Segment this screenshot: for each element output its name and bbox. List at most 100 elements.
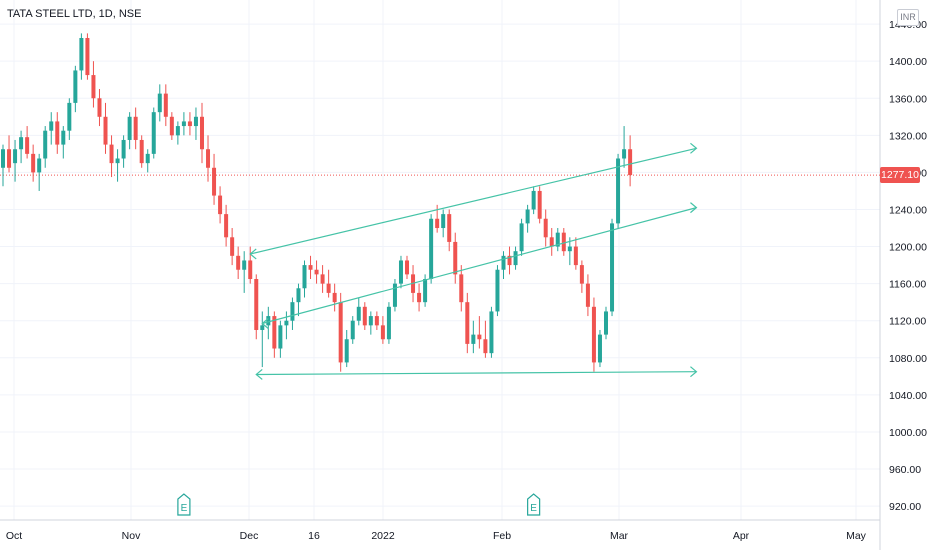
candle-body[interactable] bbox=[278, 325, 283, 349]
candle-body[interactable] bbox=[616, 158, 621, 224]
candle-body[interactable] bbox=[13, 149, 18, 164]
candle-body[interactable] bbox=[19, 137, 24, 150]
candle-body[interactable] bbox=[531, 190, 536, 210]
candle-body[interactable] bbox=[386, 306, 391, 340]
candle-body[interactable] bbox=[181, 121, 186, 127]
candle-body[interactable] bbox=[453, 241, 458, 275]
candle-body[interactable] bbox=[501, 255, 506, 270]
candle-body[interactable] bbox=[483, 339, 488, 354]
candle-body[interactable] bbox=[91, 75, 96, 99]
candle-body[interactable] bbox=[405, 260, 410, 275]
candle-body[interactable] bbox=[314, 269, 319, 275]
candle-body[interactable] bbox=[79, 38, 84, 71]
candle-body[interactable] bbox=[417, 292, 422, 303]
candle-body[interactable] bbox=[597, 334, 602, 363]
candle-body[interactable] bbox=[519, 223, 524, 252]
candle-body[interactable] bbox=[260, 325, 265, 330]
candle-body[interactable] bbox=[133, 116, 138, 140]
candle-body[interactable] bbox=[248, 260, 253, 280]
candle-body[interactable] bbox=[326, 283, 331, 293]
candle-body[interactable] bbox=[423, 279, 428, 303]
candle-body[interactable] bbox=[573, 246, 578, 266]
candle-body[interactable] bbox=[163, 93, 168, 117]
trendline-lower-channel[interactable] bbox=[262, 207, 697, 325]
candle-body[interactable] bbox=[199, 116, 204, 150]
candle-body[interactable] bbox=[212, 167, 217, 196]
candle-body[interactable] bbox=[49, 121, 54, 131]
candle-body[interactable] bbox=[628, 149, 633, 176]
candle-body[interactable] bbox=[591, 306, 596, 363]
candle-body[interactable] bbox=[85, 38, 90, 76]
candle-body[interactable] bbox=[555, 232, 560, 247]
candle-body[interactable] bbox=[151, 112, 156, 154]
candle-body[interactable] bbox=[308, 265, 313, 270]
candle-body[interactable] bbox=[610, 223, 615, 312]
candle-body[interactable] bbox=[7, 149, 12, 168]
candle-body[interactable] bbox=[477, 334, 482, 340]
candle-body[interactable] bbox=[127, 116, 132, 140]
candle-body[interactable] bbox=[489, 311, 494, 354]
candle-body[interactable] bbox=[43, 130, 48, 159]
candle-body[interactable] bbox=[392, 283, 397, 307]
candle-body[interactable] bbox=[266, 316, 271, 326]
candle-body[interactable] bbox=[356, 306, 361, 321]
candle-body[interactable] bbox=[543, 218, 548, 238]
trendline-base-line[interactable] bbox=[256, 371, 697, 376]
candle-body[interactable] bbox=[338, 302, 343, 363]
candle-body[interactable] bbox=[187, 121, 192, 127]
candle-body[interactable] bbox=[435, 218, 440, 229]
candle-body[interactable] bbox=[495, 269, 500, 312]
candle-body[interactable] bbox=[254, 279, 259, 330]
candle-body[interactable] bbox=[157, 93, 162, 113]
candle-body[interactable] bbox=[284, 320, 289, 326]
candle-body[interactable] bbox=[350, 320, 355, 340]
candle-body[interactable] bbox=[380, 325, 385, 340]
candle-body[interactable] bbox=[224, 214, 229, 238]
candle-body[interactable] bbox=[1, 149, 5, 168]
candle-body[interactable] bbox=[193, 116, 198, 127]
candle-body[interactable] bbox=[31, 153, 36, 173]
candle-body[interactable] bbox=[145, 153, 150, 164]
candle-body[interactable] bbox=[429, 218, 434, 280]
candle-body[interactable] bbox=[398, 260, 403, 284]
candle-body[interactable] bbox=[290, 302, 295, 321]
candle-body[interactable] bbox=[459, 274, 464, 303]
candle-body[interactable] bbox=[139, 139, 144, 164]
candle-body[interactable] bbox=[344, 339, 349, 363]
candle-body[interactable] bbox=[567, 246, 572, 252]
candle-body[interactable] bbox=[218, 195, 223, 215]
candle-body[interactable] bbox=[236, 255, 241, 270]
candle-body[interactable] bbox=[441, 214, 446, 229]
candle-body[interactable] bbox=[296, 288, 301, 303]
candle-body[interactable] bbox=[465, 302, 470, 344]
candle-body[interactable] bbox=[332, 292, 337, 303]
candle-body[interactable] bbox=[549, 237, 554, 247]
candle-body[interactable] bbox=[109, 144, 114, 164]
candle-body[interactable] bbox=[37, 158, 42, 173]
candle-body[interactable] bbox=[302, 265, 307, 289]
candle-body[interactable] bbox=[622, 149, 627, 159]
currency-button[interactable]: INR bbox=[897, 9, 919, 26]
earnings-marker-icon[interactable] bbox=[177, 493, 191, 516]
earnings-marker-icon[interactable] bbox=[527, 493, 541, 516]
candle-body[interactable] bbox=[368, 316, 373, 326]
candle-body[interactable] bbox=[507, 255, 512, 266]
candle-body[interactable] bbox=[537, 190, 542, 219]
candle-body[interactable] bbox=[25, 137, 30, 154]
candle-body[interactable] bbox=[525, 209, 530, 224]
candle-body[interactable] bbox=[471, 334, 476, 344]
candle-body[interactable] bbox=[272, 316, 277, 349]
candle-body[interactable] bbox=[320, 274, 325, 284]
candle-body[interactable] bbox=[604, 311, 608, 335]
candle-body[interactable] bbox=[585, 283, 590, 307]
trendline-upper-channel[interactable] bbox=[250, 147, 697, 255]
candle-body[interactable] bbox=[67, 102, 72, 131]
candle-body[interactable] bbox=[374, 316, 379, 326]
candle-body[interactable] bbox=[103, 116, 108, 145]
candle-body[interactable] bbox=[73, 70, 78, 103]
candle-body[interactable] bbox=[513, 251, 518, 266]
candle-body[interactable] bbox=[169, 116, 174, 136]
candle-body[interactable] bbox=[121, 139, 126, 159]
